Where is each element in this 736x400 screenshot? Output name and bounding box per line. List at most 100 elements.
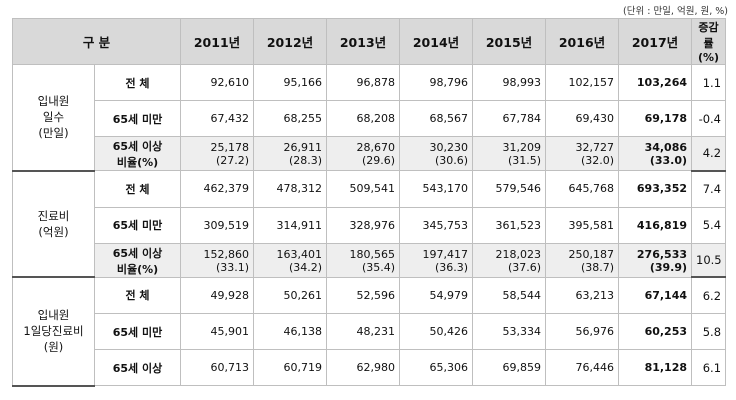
increase-cell: 7.4 <box>691 170 727 208</box>
increase-cell: 10.5 <box>691 242 727 278</box>
header-year: 2017년 <box>618 18 693 65</box>
unit-note: (단위 : 만일, 억원, 원, %) <box>623 6 728 17</box>
table-row: 65세 이상 152,860 163,401 180,565 197,417 218,02… <box>12 242 727 278</box>
value-cell: 60,253 <box>618 313 693 350</box>
value-cell: 67,144 <box>618 276 693 314</box>
value-cell: 48,231 <box>326 313 401 350</box>
value-cell: 96,878 <box>326 64 401 101</box>
category-cell: 진료비 (억원) <box>12 170 95 278</box>
value-cell: 46,138 <box>253 313 328 350</box>
value-cell: 32,727 <box>545 136 620 154</box>
value-cell: 314,911 <box>253 206 328 244</box>
value-cell: 462,379 <box>180 170 255 208</box>
value-cell: 543,170 <box>399 170 474 208</box>
row-label: 전 체 <box>93 276 182 314</box>
row-label: 전 체 <box>93 170 182 208</box>
value-cell: 65,306 <box>399 349 474 386</box>
value-cell: 50,261 <box>253 276 328 314</box>
value-cell: 81,128 <box>618 349 693 386</box>
increase-cell: -0.4 <box>691 100 727 137</box>
increase-cell: 6.1 <box>691 349 727 386</box>
increase-cell: 4.2 <box>691 136 727 172</box>
value-cell: 26,911 <box>253 136 328 154</box>
value-cell: 69,859 <box>472 349 547 386</box>
value-cell: 92,610 <box>180 64 255 101</box>
ratio-cell: (34.2) <box>253 260 328 278</box>
ratio-label: 비율(%) <box>93 260 182 278</box>
value-cell: 152,860 <box>180 242 255 261</box>
value-cell: 180,565 <box>326 242 401 261</box>
increase-cell: 5.4 <box>691 206 727 244</box>
table-row-ratio: 비율(%) (33.1) (34.2) (35.4) (36.3) (37.6) (38.7… <box>12 260 726 278</box>
value-cell: 30,230 <box>399 136 474 154</box>
header-increase: 증감률(%) <box>691 18 727 65</box>
table-row-ratio: 비율(%) (27.2) (28.3) (29.6) (30.6) (31.5) (32.0… <box>12 154 726 171</box>
value-cell: 60,719 <box>253 349 328 386</box>
table-row: 65세 이상 25,178 26,911 28,670 30,230 31,209 32,7… <box>12 136 727 172</box>
row-label: 전 체 <box>93 64 182 101</box>
row-label: 65세 이상 <box>93 136 182 154</box>
table-row: 입내원 일수 (만일) 전 체 92,610 95,166 96,878 98,796 98,9… <box>12 64 727 172</box>
header-year: 2013년 <box>326 18 401 65</box>
value-cell: 34,086 <box>618 136 693 154</box>
value-cell: 478,312 <box>253 170 328 208</box>
value-cell: 67,432 <box>180 100 255 137</box>
category-label-line: 입내원 <box>37 94 70 109</box>
value-cell: 309,519 <box>180 206 255 244</box>
statistics-table: 구 분 2011년 2012년 2013년 2014년 2015년 2016년 … <box>11 18 727 387</box>
category-label-line: (원) <box>43 340 64 355</box>
value-cell: 509,541 <box>326 170 401 208</box>
header-year: 2014년 <box>399 18 474 65</box>
table-row: 65세 미만 309,519 314,911 328,976 345,753 361,52… <box>13 206 727 244</box>
category-label-line: 1일당진료비 <box>23 324 84 339</box>
row-label: 65세 미만 <box>93 206 182 244</box>
value-cell: 50,426 <box>399 313 474 350</box>
value-cell: 31,209 <box>472 136 547 154</box>
increase-cell: 5.8 <box>691 313 727 350</box>
value-cell: 68,208 <box>326 100 401 137</box>
value-cell: 416,819 <box>618 206 693 244</box>
header-year: 2011년 <box>180 18 255 65</box>
value-cell: 102,157 <box>545 64 620 101</box>
row-label: 65세 이상 <box>93 242 182 261</box>
value-cell: 361,523 <box>472 206 547 244</box>
value-cell: 69,178 <box>618 100 693 137</box>
table-body: 입내원 일수 (만일) 전 체 92,610 95,166 96,878 98,796 98,9… <box>12 64 727 387</box>
increase-cell: 6.2 <box>691 276 727 314</box>
value-cell: 58,544 <box>472 276 547 314</box>
header-year: 2016년 <box>545 18 620 65</box>
value-cell: 53,334 <box>472 313 547 350</box>
ratio-cell: (38.7) <box>545 260 620 278</box>
value-cell: 62,980 <box>326 349 401 386</box>
category-label-line: 일수 <box>42 110 65 125</box>
value-cell: 328,976 <box>326 206 401 244</box>
value-cell: 56,976 <box>545 313 620 350</box>
value-cell: 63,213 <box>545 276 620 314</box>
ratio-cell: (33.0) <box>618 154 693 171</box>
value-cell: 60,713 <box>180 349 255 386</box>
category-label-line: (억원) <box>38 224 69 239</box>
ratio-cell: (37.6) <box>472 260 547 278</box>
ratio-cell: (31.5) <box>472 154 547 171</box>
value-cell: 645,768 <box>545 170 620 208</box>
table-row: 65세 이상 60,713 60,719 62,980 65,306 69,859 76,4… <box>13 349 727 386</box>
value-cell: 95,166 <box>253 64 328 101</box>
value-cell: 218,023 <box>472 242 547 261</box>
category-cell: 입내원 1일당진료비 (원) <box>12 276 95 387</box>
ratio-cell: (28.3) <box>253 154 328 171</box>
value-cell: 28,670 <box>326 136 401 154</box>
value-cell: 54,979 <box>399 276 474 314</box>
ratio-cell: (29.6) <box>326 154 401 171</box>
value-cell: 67,784 <box>472 100 547 137</box>
increase-cell: 1.1 <box>691 64 727 101</box>
ratio-cell: (39.9) <box>618 260 693 278</box>
value-cell: 25,178 <box>180 136 255 154</box>
value-cell: 345,753 <box>399 206 474 244</box>
table-row: 진료비 (억원) 전 체 462,379 478,312 509,541 543,170 57… <box>12 170 727 278</box>
value-cell: 197,417 <box>399 242 474 261</box>
ratio-cell: (32.0) <box>545 154 620 171</box>
value-cell: 579,546 <box>472 170 547 208</box>
value-cell: 98,796 <box>399 64 474 101</box>
row-label: 65세 미만 <box>93 100 182 137</box>
ratio-cell: (27.2) <box>180 154 255 171</box>
